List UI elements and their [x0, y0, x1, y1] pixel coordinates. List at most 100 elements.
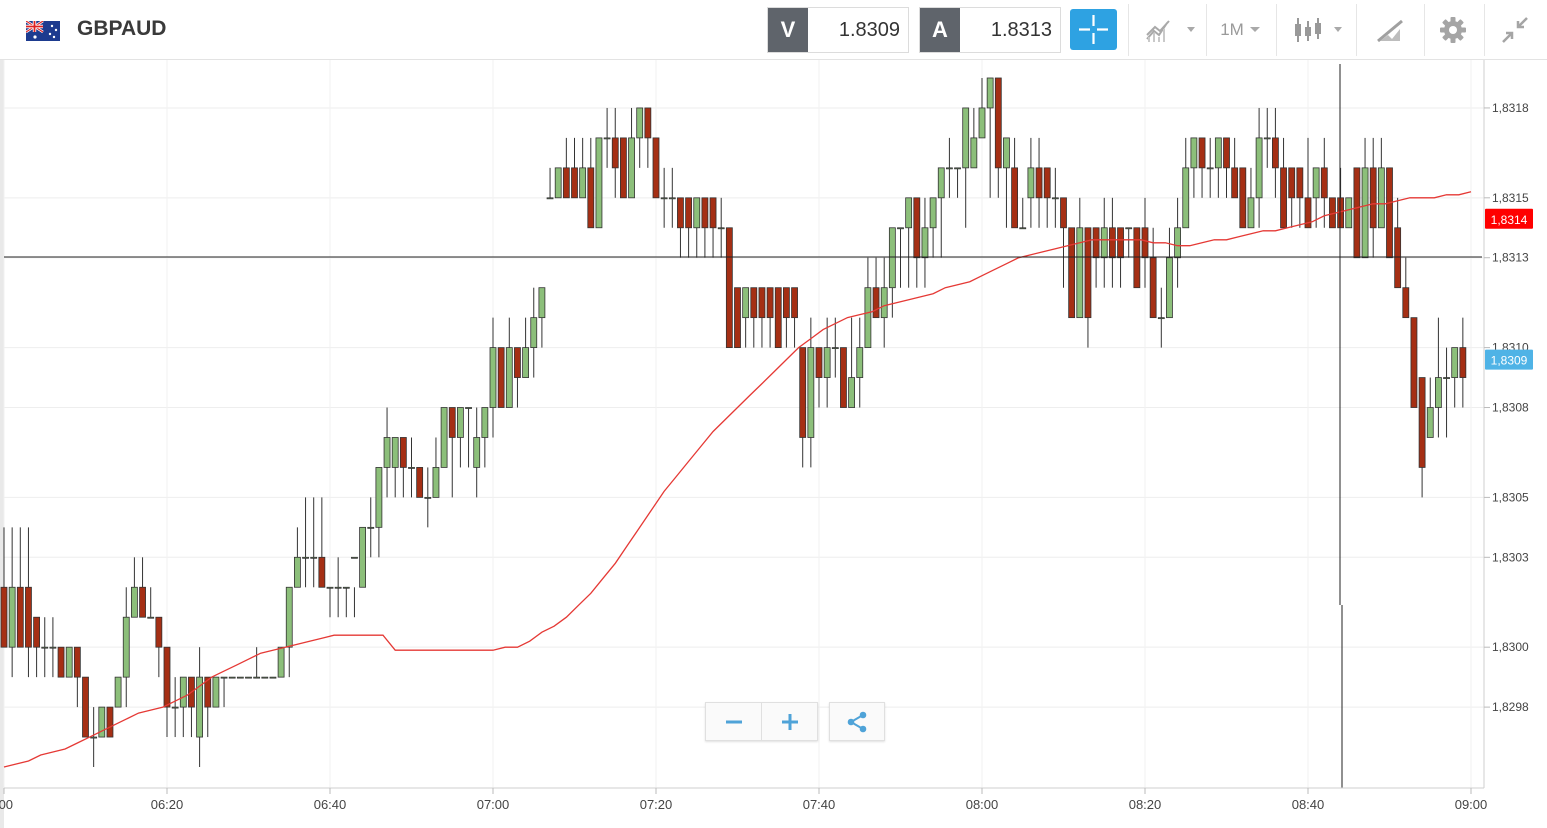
x-tick-label: 08:00 — [966, 797, 999, 812]
candle-body-up — [375, 467, 383, 528]
candle — [579, 137, 587, 199]
timeframe-dropdown[interactable]: 1M — [1212, 8, 1270, 52]
candle-body-down — [1198, 137, 1206, 169]
crosshair-button[interactable] — [1070, 9, 1117, 50]
candle-body-up — [236, 676, 244, 679]
candle-body-down — [1141, 227, 1149, 259]
candle-body-up — [978, 107, 986, 139]
candle-body-down — [709, 197, 717, 229]
candle — [236, 676, 244, 679]
candle — [554, 167, 562, 199]
zoom-in-button[interactable] — [762, 703, 817, 740]
candle-body-down — [799, 347, 807, 438]
candle-body-down — [1092, 227, 1100, 259]
candle-body-up — [1174, 227, 1181, 259]
candle — [693, 197, 701, 258]
candle — [448, 407, 456, 498]
candle-body-up — [310, 556, 318, 559]
candle-body-down — [1353, 167, 1361, 259]
candle-body-up — [367, 526, 375, 529]
candle — [1011, 137, 1018, 229]
candle — [147, 587, 155, 619]
y-tick-label: 1,8313 — [1492, 251, 1529, 265]
candle-body-down — [1418, 377, 1426, 468]
y-tick-label: 1,8303 — [1492, 550, 1529, 564]
candle-body-up — [1312, 167, 1320, 199]
candle — [302, 497, 309, 588]
candle — [1443, 347, 1450, 438]
candle-body-up — [888, 227, 896, 289]
candle — [888, 227, 896, 318]
candle — [375, 467, 383, 558]
candle-body-down — [571, 167, 578, 199]
candle — [351, 556, 358, 618]
candle-body-up — [8, 586, 16, 648]
candle-body-up — [277, 646, 285, 678]
candle — [571, 137, 578, 199]
candle — [1133, 227, 1141, 289]
price-chart[interactable]: 1,82981,83001,83031,83051,83081,83101,83… — [0, 60, 1547, 828]
candle — [391, 437, 399, 498]
candle-body-up — [546, 197, 554, 200]
candle-body-up — [130, 586, 138, 618]
candle — [840, 347, 847, 408]
candle — [1060, 197, 1067, 288]
candle — [725, 227, 733, 349]
buy-quote[interactable]: A 1.8313 — [919, 7, 1061, 53]
candle — [783, 287, 790, 348]
candle-body-down — [1068, 227, 1076, 319]
candle-body-down — [611, 137, 619, 169]
toolbar-divider — [1276, 4, 1277, 56]
chart-left-edge — [0, 60, 4, 828]
candle — [33, 616, 40, 678]
instrument-symbol: GBPAUD — [77, 17, 167, 40]
sell-quote[interactable]: V 1.8309 — [767, 7, 909, 53]
candle — [815, 347, 823, 408]
candle — [897, 227, 904, 288]
candle — [473, 407, 481, 498]
toolbar-divider — [1484, 4, 1485, 56]
timeframe-label: 1M — [1220, 20, 1244, 39]
candle — [285, 586, 293, 678]
candle — [1394, 197, 1402, 289]
candle-body-up — [905, 197, 913, 229]
candle — [1003, 137, 1010, 228]
candle — [872, 257, 880, 319]
candle-body-up — [954, 167, 961, 170]
candle-body-down — [1231, 167, 1239, 199]
x-tick-label: 06:40 — [314, 797, 347, 812]
candle-body-up — [424, 496, 432, 499]
candle — [946, 137, 953, 198]
candle-body-up — [1255, 137, 1263, 199]
collapse-button[interactable] — [1492, 8, 1538, 52]
candle-body-up — [807, 347, 815, 438]
candle — [750, 287, 758, 348]
settings-button[interactable] — [1430, 8, 1476, 52]
chart-type-button[interactable] — [1286, 8, 1348, 52]
candle — [1426, 377, 1434, 438]
drawing-tools-button[interactable] — [1364, 8, 1416, 52]
zoom-out-button[interactable] — [706, 703, 762, 740]
candle-body-up — [1247, 197, 1255, 229]
share-button[interactable] — [829, 702, 885, 741]
candle — [277, 646, 285, 678]
candle — [1345, 197, 1353, 229]
candle — [1141, 197, 1149, 288]
indicators-button[interactable] — [1138, 8, 1200, 52]
candle — [856, 317, 864, 408]
candle-body-up — [823, 347, 831, 378]
candle-body-up — [383, 437, 391, 468]
candle — [562, 137, 570, 199]
candle — [1459, 317, 1467, 408]
candle-body-up — [342, 586, 350, 589]
candle-body-up — [921, 227, 929, 259]
candle-body-up — [473, 437, 481, 468]
toolbar-divider — [1356, 4, 1357, 56]
candle-body-up — [408, 467, 415, 469]
candle — [90, 707, 98, 768]
candle — [82, 676, 89, 738]
candle — [98, 706, 106, 738]
candle-body-up — [1214, 137, 1222, 169]
candle-body-down — [1288, 167, 1296, 199]
candle-body-up — [1182, 167, 1190, 229]
